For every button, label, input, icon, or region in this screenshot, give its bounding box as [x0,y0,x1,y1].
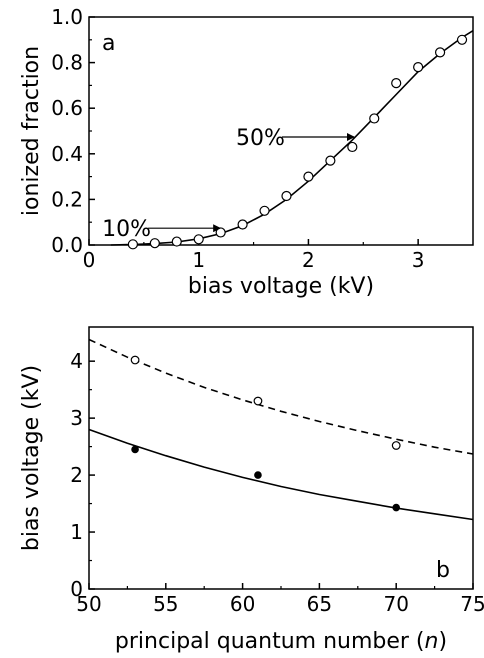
x-tick-label: 65 [307,592,332,616]
annotation-label: 10% [102,217,151,242]
x-tick-label: 60 [230,592,255,616]
x-tick-label: 2 [302,248,315,272]
panel-a-points [127,34,468,250]
data-point-open [237,219,248,230]
data-point-open [259,205,270,216]
x-tick-label: 55 [153,592,178,616]
y-tick-label: 0.6 [51,96,83,120]
data-point-open [193,234,204,245]
panel-a-ticks: 0 1 2 3 0.0 0.2 0.4 0.6 0.8 1.0 [51,5,424,272]
y-tick-label: 0 [70,577,83,601]
data-point-filled [254,471,262,479]
y-tick-label: 3 [70,406,83,430]
panel-b-x-axis-title-text: principal quantum number ( [115,629,425,654]
data-point-open [149,238,160,249]
panel-a-label: a [102,31,115,56]
data-point-open [281,190,292,202]
panel-b-x-axis-title: principal quantum number (n) [115,629,447,654]
x-tick-label: 3 [412,248,425,272]
data-point-open [369,113,380,124]
data-point-open [456,34,468,45]
dashed-fit-curve [88,338,474,455]
panel-a-x-axis-title: bias voltage (kV) [188,274,374,299]
panel-a-annotations: 10% 50% [102,126,355,242]
panel-b-y-axis-title: bias voltage (kV) [19,365,44,551]
y-tick-label: 0.2 [51,187,83,211]
y-tick-label: 0.0 [51,233,83,257]
data-point-open [413,62,424,73]
y-tick-label: 0.4 [51,142,83,166]
data-point-filled [131,445,139,454]
y-tick-label: 1 [70,520,83,544]
y-tick-label: 1.0 [51,5,83,29]
data-point-open [215,227,226,238]
y-tick-label: 2 [70,463,83,487]
x-tick-label: 50 [76,592,101,616]
data-point-open [171,236,182,247]
data-point-open [127,239,138,250]
data-point-filled [392,503,401,512]
panel-a-y-axis-title: ionized fraction [19,46,44,216]
x-tick-label: 70 [383,592,408,616]
data-point-open [391,78,402,89]
x-tick-label: 1 [192,248,205,272]
panel-b-label: b [436,558,450,583]
data-point-open [434,47,446,58]
data-point-open [347,141,358,153]
panel-b-x-axis-title-italic: n [425,629,439,654]
y-tick-label: 4 [70,349,83,373]
data-point-open [391,441,401,450]
y-tick-label: 0.8 [51,51,83,75]
annotation-label: 50% [236,126,285,151]
x-tick-label: 75 [460,592,484,616]
data-point-open [303,171,314,182]
panel-b-chart: 50 55 60 65 70 75 0 1 2 3 4 b principal quantum nu… [19,326,484,654]
data-point-open [130,355,140,365]
panel-b-points [130,355,401,512]
data-point-open [253,396,263,406]
panel-b-x-axis-title-close: ) [438,629,447,654]
x-tick-label: 0 [83,248,96,272]
data-point-open [325,155,336,166]
panel-b-plot-frame [88,326,474,590]
panel-a-chart: 0 1 2 3 0.0 0.2 0.4 0.6 0.8 1.0 10% 50% a bias vol… [19,5,474,299]
panel-b-curves [88,338,474,521]
solid-fit-curve [88,428,474,521]
panel-b-ticks: 50 55 60 65 70 75 0 1 2 3 4 [70,349,484,616]
